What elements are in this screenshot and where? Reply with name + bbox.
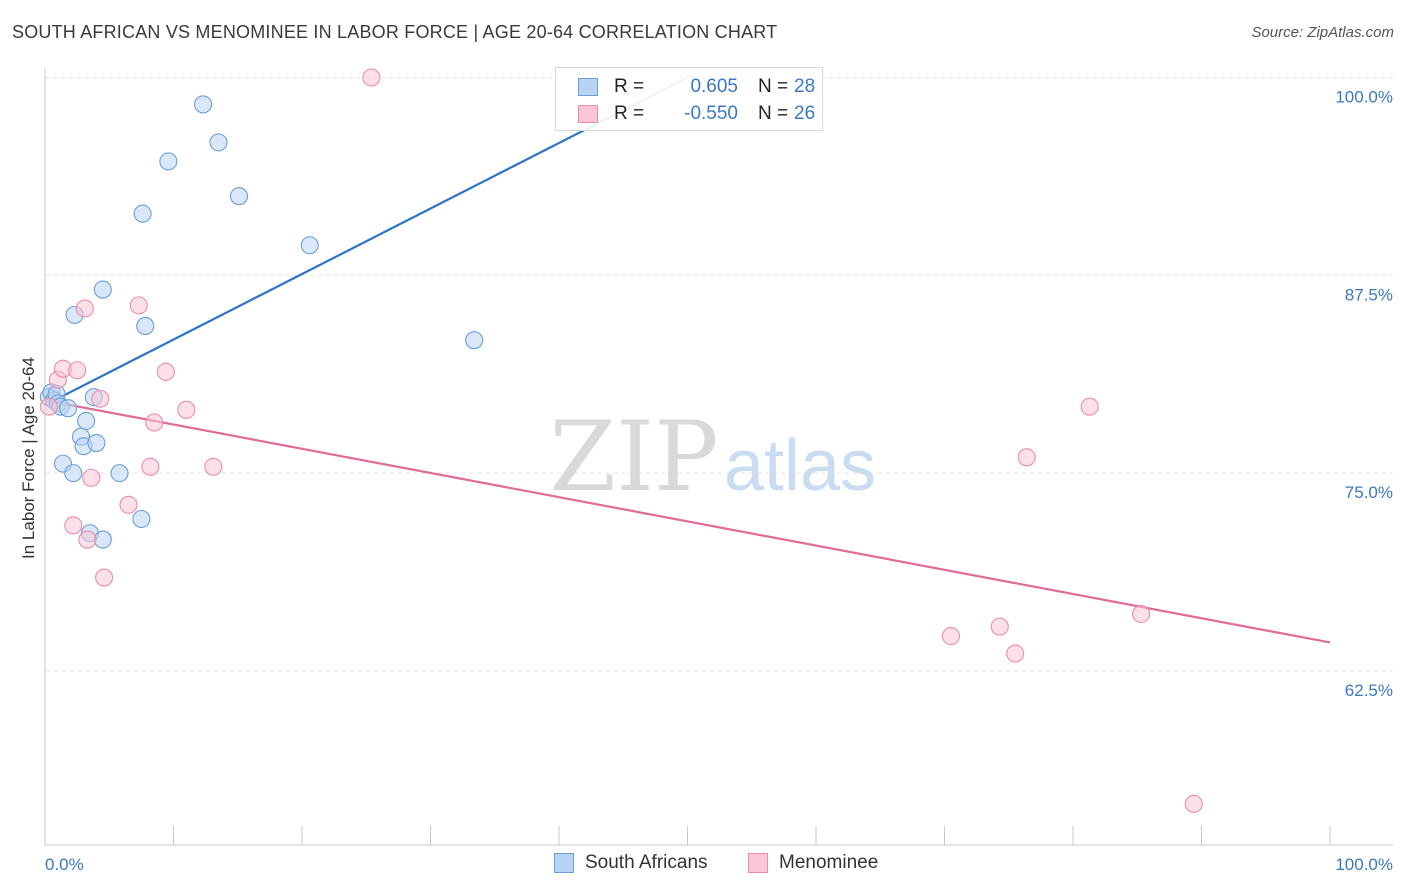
point-south-africans (64, 464, 83, 483)
point-menominee (204, 457, 223, 476)
y-tick-label: 100.0% (1335, 87, 1393, 106)
point-menominee (129, 296, 148, 315)
x-tick-label-max: 100.0% (1335, 855, 1393, 874)
point-menominee (990, 617, 1009, 636)
point-menominee (1080, 397, 1099, 416)
point-menominee (177, 400, 196, 419)
point-south-africans (132, 509, 151, 529)
r-label: R = (614, 76, 645, 97)
point-menominee (64, 516, 83, 535)
x-tick-label-min: 0.0% (45, 855, 84, 874)
point-south-africans (87, 433, 106, 453)
axes (44, 68, 1393, 846)
point-menominee (119, 495, 138, 514)
r-label: R = (614, 103, 645, 124)
watermark-atlas: atlas (724, 426, 876, 506)
point-south-africans (93, 280, 112, 299)
point-menominee (145, 413, 164, 432)
point-south-africans (194, 95, 213, 114)
point-south-africans (159, 152, 178, 171)
r-value: -0.550 (684, 103, 738, 124)
legend-label: Menominee (779, 852, 879, 873)
point-south-africans (465, 331, 484, 350)
watermark-zip: ZIP (549, 401, 718, 513)
data-points (39, 68, 1203, 813)
point-menominee (95, 568, 114, 587)
point-south-africans (110, 464, 129, 483)
point-south-africans (136, 316, 155, 335)
point-menominee (39, 397, 58, 416)
y-axis-label: In Labor Force | Age 20-64 (19, 357, 38, 559)
point-south-africans (300, 236, 319, 255)
point-south-africans (93, 530, 112, 549)
point-menominee (82, 468, 101, 487)
trend-line-menominee (44, 399, 1331, 644)
point-menominee (1184, 794, 1203, 813)
trend-lines (44, 76, 1331, 644)
point-menominee (68, 361, 87, 380)
tick-labels: 100.0% 87.5% 75.0% 62.5% 0.0% 100.0% (45, 87, 1393, 874)
legend-label: South Africans (585, 852, 708, 873)
y-tick-label: 87.5% (1345, 285, 1393, 304)
point-menominee (91, 389, 110, 408)
chart-title: SOUTH AFRICAN VS MENOMINEE IN LABOR FORC… (12, 22, 778, 42)
trend-line-south-africans (44, 76, 688, 407)
point-menominee (141, 457, 160, 476)
pink-swatch (748, 853, 768, 873)
point-menominee (78, 530, 97, 549)
point-south-africans (133, 204, 152, 223)
blue-swatch (554, 853, 574, 873)
point-menominee (1006, 644, 1025, 663)
source-label: Source: ZipAtlas.com (1251, 24, 1394, 41)
point-menominee (362, 68, 381, 87)
point-menominee (156, 362, 175, 381)
y-tick-label: 62.5% (1345, 681, 1393, 700)
point-menominee (1132, 604, 1151, 624)
n-label: N = (758, 76, 789, 97)
r-value: 0.605 (690, 76, 738, 97)
point-south-africans (77, 411, 96, 430)
gridlines (45, 76, 1393, 672)
blue-swatch (578, 78, 598, 96)
point-south-africans (59, 399, 78, 418)
point-south-africans (229, 187, 249, 206)
n-label: N = (758, 103, 789, 124)
point-menominee (941, 627, 960, 646)
y-tick-label: 75.0% (1345, 483, 1393, 502)
n-value: 26 (794, 103, 816, 124)
n-value: 28 (794, 76, 816, 97)
pink-swatch (578, 105, 598, 123)
point-south-africans (209, 133, 228, 152)
watermark: ZIP atlas (549, 401, 876, 513)
point-menominee (75, 299, 94, 318)
stats-legend: R = 0.605 N = 28 R = -0.550 N = 26 (555, 67, 823, 131)
point-menominee (1017, 448, 1036, 467)
